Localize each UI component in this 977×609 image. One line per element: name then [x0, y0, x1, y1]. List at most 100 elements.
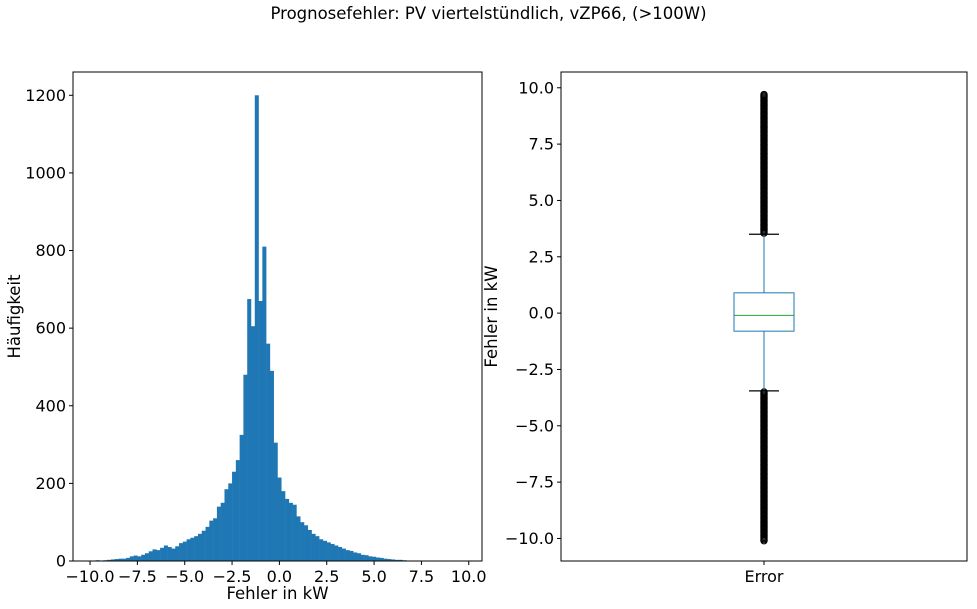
histogram-bar	[285, 498, 290, 561]
histogram-bar	[152, 549, 157, 561]
boxplot-y-tick-label: 5.0	[529, 191, 554, 210]
boxplot-x-ticks: Error	[745, 561, 784, 586]
histogram-bar	[190, 537, 195, 561]
histogram-bar	[315, 536, 320, 561]
histogram-bar	[254, 95, 259, 562]
histogram-bar	[311, 533, 316, 561]
histogram-x-tick-label: −7.5	[118, 567, 157, 586]
histogram-bar	[375, 557, 380, 561]
histogram-bar	[360, 554, 365, 561]
boxplot-flier	[760, 90, 768, 99]
boxplot-y-tick-label: −5.0	[515, 416, 554, 435]
histogram-bar	[326, 542, 331, 561]
histogram-bar	[345, 550, 350, 561]
histogram-bar	[232, 471, 237, 561]
histogram-bar	[144, 553, 149, 561]
histogram-x-tick-label: 10.0	[451, 567, 487, 586]
histogram-bar	[171, 548, 176, 561]
histogram-bar	[391, 559, 396, 561]
figure-title: Prognosefehler: PV viertelstündlich, vZP…	[270, 4, 707, 23]
histogram-x-tick-label: 7.5	[409, 567, 434, 586]
histogram-bar	[126, 557, 131, 561]
histogram-x-tick-label: −10.0	[66, 567, 115, 586]
histogram-bar	[281, 491, 286, 561]
histogram-x-tick-label: −5.0	[165, 567, 204, 586]
histogram-bar	[372, 556, 377, 561]
histogram-bar	[394, 559, 399, 561]
boxplot-y-tick-label: −10.0	[505, 529, 554, 548]
histogram-bar	[148, 551, 153, 561]
histogram-bar	[247, 299, 252, 561]
boxplot-body	[733, 233, 795, 392]
histogram-bar	[141, 554, 146, 561]
histogram-y-tick-label: 800	[35, 241, 66, 260]
histogram-bar	[216, 506, 221, 561]
histogram-bar	[107, 559, 112, 561]
histogram-bar	[288, 502, 293, 561]
boxplot-fliers	[760, 90, 768, 545]
histogram-bar	[277, 477, 282, 561]
histogram-bar	[379, 557, 384, 561]
histogram-bar	[118, 558, 123, 561]
boxplot-y-tick-label: −2.5	[515, 360, 554, 379]
boxplot-y-tick-label: 0.0	[529, 304, 554, 323]
boxplot-box	[733, 292, 795, 332]
histogram-bar	[364, 555, 369, 561]
histogram-bar	[338, 547, 343, 561]
histogram-bar	[319, 539, 324, 561]
histogram-bar	[273, 442, 278, 561]
histogram-bar	[387, 559, 392, 561]
boxplot-y-tick-label: 2.5	[529, 247, 554, 266]
histogram-bar	[296, 516, 301, 561]
histogram-bar	[235, 460, 240, 561]
histogram-bar	[156, 550, 161, 561]
histogram-bar	[133, 555, 138, 561]
histogram-bar	[175, 546, 180, 561]
histogram-bar	[334, 545, 339, 561]
histogram-bar	[269, 370, 274, 561]
histogram-bar	[213, 518, 218, 561]
histogram-bar	[353, 552, 358, 561]
histogram-bar	[228, 483, 233, 561]
histogram-bar	[357, 553, 362, 561]
boxplot-y-tick-label: −7.5	[515, 473, 554, 492]
histogram-bar	[122, 558, 127, 561]
histogram-y-tick-label: 600	[35, 319, 66, 338]
histogram-x-tick-label: −2.5	[213, 567, 252, 586]
histogram-bar	[186, 539, 191, 561]
histogram-bar	[349, 550, 354, 561]
histogram-bar	[163, 545, 168, 561]
histogram-bar	[197, 533, 203, 561]
histogram-bar	[201, 530, 206, 561]
boxplot-y-label: Fehler in kW	[482, 265, 501, 367]
histogram-bar	[160, 547, 165, 561]
histogram-y-tick-label: 1200	[25, 86, 66, 105]
histogram-bar	[167, 547, 172, 561]
histogram-bar	[398, 559, 403, 561]
histogram-y-tick-label: 400	[35, 396, 66, 415]
histogram-bar	[137, 556, 142, 561]
histogram-bar	[194, 536, 199, 561]
histogram-panel: −10.0 −7.5 −5.0 −2.5 0.0 2.5 5.0 7.5 10.0 0 200 40…	[5, 71, 487, 603]
histogram-bar	[307, 529, 312, 561]
histogram-bar	[224, 489, 229, 561]
histogram-bar	[179, 543, 184, 561]
histogram-y-label: Häufigkeit	[5, 274, 24, 359]
histogram-bar	[114, 559, 119, 561]
histogram-bar	[292, 504, 297, 561]
histogram-bar	[383, 558, 388, 561]
boxplot-y-tick-label: 7.5	[529, 135, 554, 154]
histogram-y-tick-label: 200	[35, 474, 66, 493]
histogram-bar	[205, 526, 210, 561]
histogram-x-tick-label: 0.0	[267, 567, 292, 586]
histogram-bar	[368, 556, 373, 561]
histogram-bar	[220, 502, 225, 561]
boxplot-y-ticks: −10.0 −7.5 −5.0 −2.5 0.0 2.5 5.0 7.5 10.0	[505, 78, 561, 548]
histogram-x-tick-label: 2.5	[314, 567, 339, 586]
histogram-bar	[266, 343, 271, 561]
histogram-bar	[300, 522, 305, 561]
boxplot-panel: −10.0−7.5−5.0−2.50.02.55.07.510.0 Error …	[482, 71, 968, 586]
histogram-y-tick-label: 0	[56, 552, 66, 571]
histogram-bar	[239, 434, 244, 561]
